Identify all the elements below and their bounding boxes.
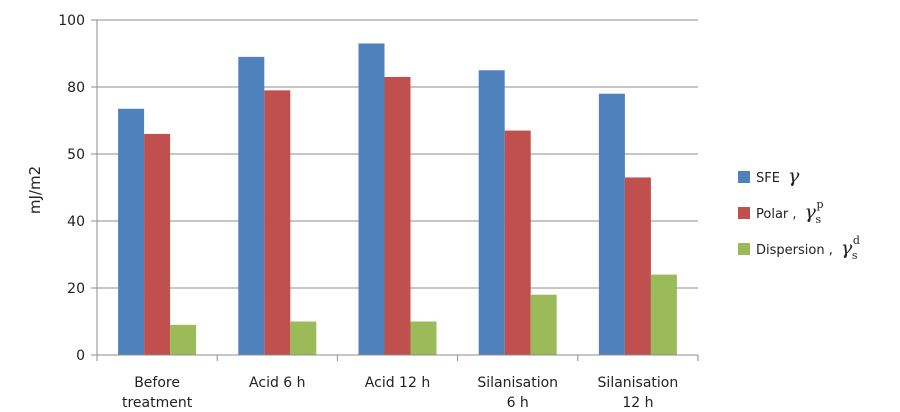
legend-item: SFE γ <box>738 165 800 187</box>
x-category-label: Silanisation 12 h <box>598 375 679 411</box>
bar-polar <box>504 130 531 355</box>
bar-sfe <box>238 56 265 355</box>
bar-polar <box>144 133 171 355</box>
legend-label: SFE <box>756 171 780 186</box>
y-axis-title: mJ/m2 <box>26 166 44 214</box>
y-tick-labels: 0 20 40 50 80 100 <box>58 13 85 364</box>
bar-dispersion <box>410 321 437 355</box>
legend-label: Dispersion , <box>756 243 833 258</box>
x-category-label: Acid 12 h <box>365 375 430 391</box>
bar-polar <box>384 76 411 355</box>
bar-sfe <box>598 93 625 355</box>
gamma-symbol: γ <box>805 201 817 223</box>
symbol-subscript: s <box>852 249 858 262</box>
legend-item: Polar , γ ps <box>738 198 824 226</box>
bar-sfe <box>358 43 385 355</box>
x-category-label: Silanisation 6 h <box>477 375 558 411</box>
x-category-labels: Before treatment Acid 6 h Acid 12 h Silanisa… <box>122 375 678 411</box>
y-tick-label: 80 <box>67 80 85 96</box>
x-category-label: Acid 6 h <box>249 375 306 391</box>
bar-dispersion <box>650 274 677 355</box>
bar-dispersion <box>290 321 317 355</box>
bar-dispersion <box>530 294 557 355</box>
axes <box>91 19 699 361</box>
symbol-superscript: p <box>817 198 824 211</box>
x-category-label: Before treatment <box>122 375 193 411</box>
bar-polar <box>264 90 291 355</box>
legend-item: Dispersion , γ ds <box>738 234 860 262</box>
bar-polar <box>624 177 651 355</box>
bar-sfe <box>118 108 145 356</box>
y-tick-label: 50 <box>67 147 85 163</box>
legend-swatch <box>738 171 750 183</box>
gamma-symbol: γ <box>841 237 853 259</box>
symbol-subscript: s <box>816 213 822 226</box>
legend-label: Polar , <box>756 207 797 222</box>
bar-dispersion <box>170 324 197 355</box>
y-tick-label: 0 <box>76 348 85 364</box>
bar-sfe <box>478 70 505 355</box>
y-tick-label: 40 <box>67 214 85 230</box>
gamma-symbol: γ <box>788 165 800 187</box>
bars <box>118 43 677 356</box>
legend-swatch <box>738 243 750 255</box>
symbol-superscript: d <box>853 234 860 247</box>
legend-swatch <box>738 207 750 219</box>
y-tick-label: 20 <box>67 281 85 297</box>
y-tick-label: 100 <box>58 13 85 29</box>
